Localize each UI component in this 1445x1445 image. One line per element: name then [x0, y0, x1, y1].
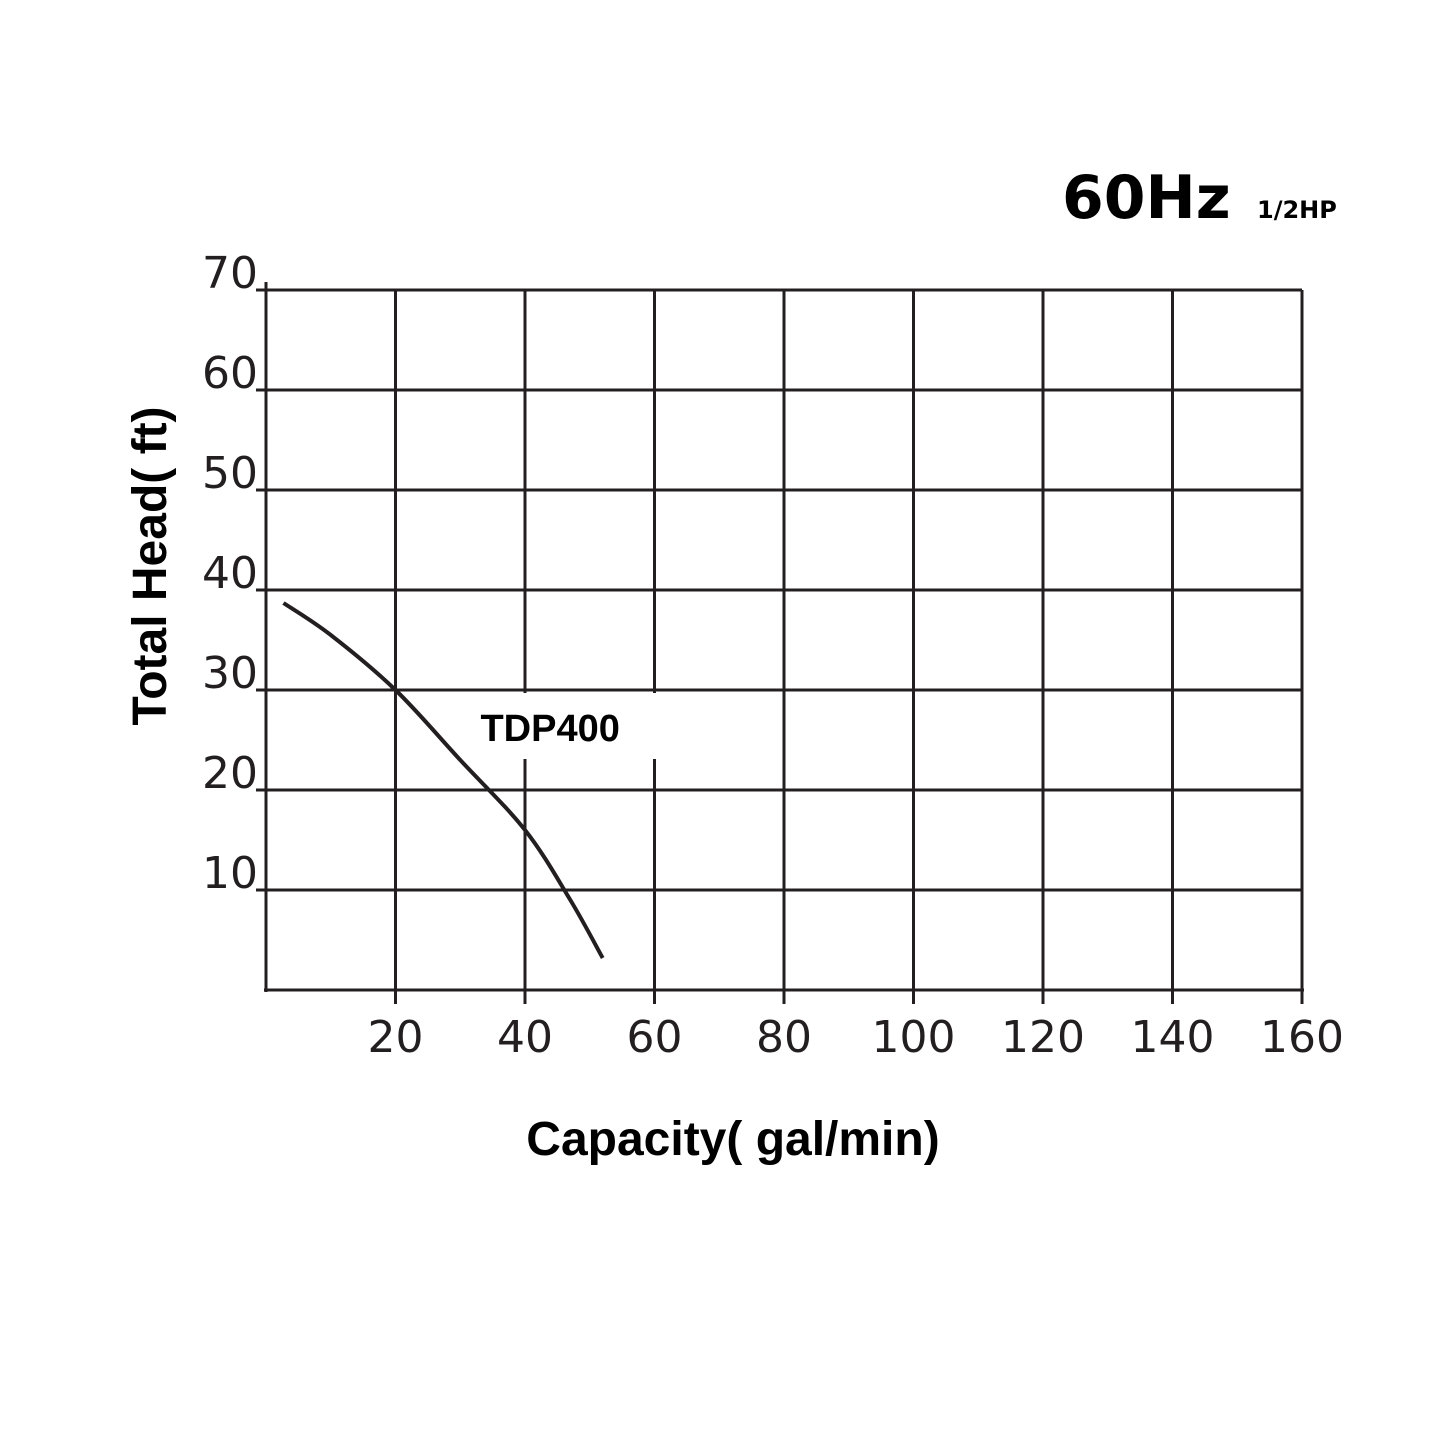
power-label: 1/2HP: [1257, 196, 1337, 224]
y-tick-label-10: 10: [202, 848, 258, 899]
x-tick-label-100: 100: [872, 1012, 956, 1063]
x-tick-label-40: 40: [497, 1012, 553, 1063]
y-axis-title: Total Head( ft): [124, 406, 177, 725]
y-tick-label-70: 70: [202, 248, 258, 299]
grid: [264, 282, 1304, 992]
x-axis-title: Capacity( gal/min): [526, 1113, 939, 1166]
series-label-background-0: [468, 693, 671, 759]
series-label-0: TDP400: [480, 708, 619, 750]
x-tick-label-160: 160: [1260, 1012, 1344, 1063]
y-tick-label-60: 60: [202, 348, 258, 399]
y-tick-label-50: 50: [202, 448, 258, 499]
y-tick-label-40: 40: [202, 548, 258, 599]
x-tick-label-60: 60: [627, 1012, 683, 1063]
x-tick-label-80: 80: [756, 1012, 812, 1063]
y-tick-label-30: 30: [202, 648, 258, 699]
ticks: 20 40 60 80 100 120 140 160 10 20 30 40 50 60 70: [202, 248, 1344, 1063]
y-tick-label-20: 20: [202, 748, 258, 799]
curves: TDP400: [282, 601, 671, 959]
x-tick-label-120: 120: [1001, 1012, 1085, 1063]
frequency-label: 60Hz: [1062, 163, 1231, 233]
series-curve-0: [282, 601, 605, 959]
x-tick-label-140: 140: [1131, 1012, 1215, 1063]
x-tick-label-20: 20: [368, 1012, 424, 1063]
